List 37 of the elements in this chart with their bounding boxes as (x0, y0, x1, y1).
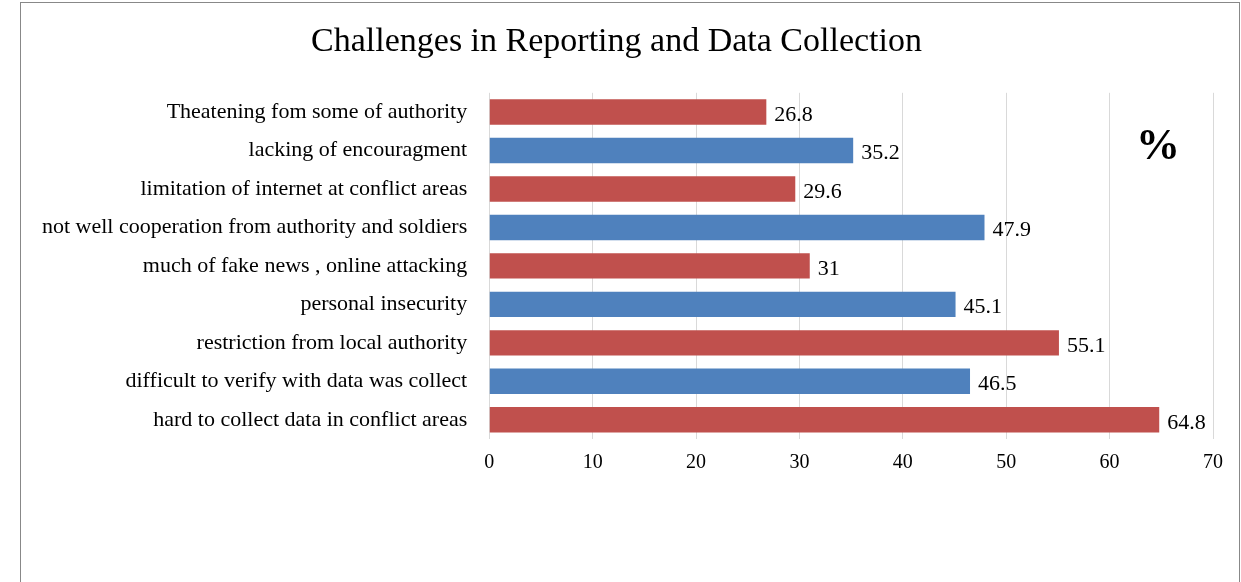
data-label: 46.5 (978, 370, 1017, 396)
y-tick-label: not well cooperation from authority and soldiers (42, 213, 468, 239)
data-label: 26.8 (774, 100, 813, 126)
x-tick-label: 0 (484, 450, 495, 473)
data-label: 29.6 (803, 177, 842, 203)
y-tick-label: much of fake news , online attacking (142, 251, 468, 277)
data-label: 35.2 (861, 139, 900, 165)
y-tick-label: hard to collect data in conflict areas (153, 405, 468, 431)
y-tick-label: personal insecurity (300, 290, 468, 316)
x-tick-label: 70 (1203, 450, 1223, 473)
y-tick-label: Theatening fom some of authority (166, 97, 468, 123)
bar (489, 291, 956, 318)
x-tick-label: 30 (789, 450, 810, 473)
data-label: 31 (817, 254, 840, 280)
x-tick-label: 20 (686, 450, 707, 473)
x-tick-label: 10 (582, 450, 603, 473)
bar (489, 137, 854, 164)
x-tick-label: 50 (996, 450, 1017, 473)
data-label: 64.8 (1167, 408, 1206, 434)
bar (489, 214, 985, 241)
data-label: 55.1 (1066, 331, 1106, 357)
bar (489, 330, 1059, 356)
y-tick-label: difficult to verify with data was collect (125, 367, 468, 393)
y-tick-label: restriction from local authority (196, 328, 468, 354)
y-tick-label: limitation of internet at conflict areas (140, 174, 468, 200)
annotation: % (1136, 120, 1180, 170)
bar (489, 253, 810, 279)
bar (489, 176, 796, 202)
data-label: 47.9 (992, 216, 1031, 242)
bar (489, 368, 971, 394)
x-tick-label: 60 (1099, 450, 1120, 473)
data-label: 45.1 (963, 293, 1003, 319)
bar (489, 407, 1160, 433)
y-tick-label: lacking of encouragment (248, 136, 468, 162)
bar (489, 99, 767, 125)
x-tick-label: 40 (892, 450, 913, 473)
chart-title: Challenges in Reporting and Data Collection (311, 21, 922, 59)
